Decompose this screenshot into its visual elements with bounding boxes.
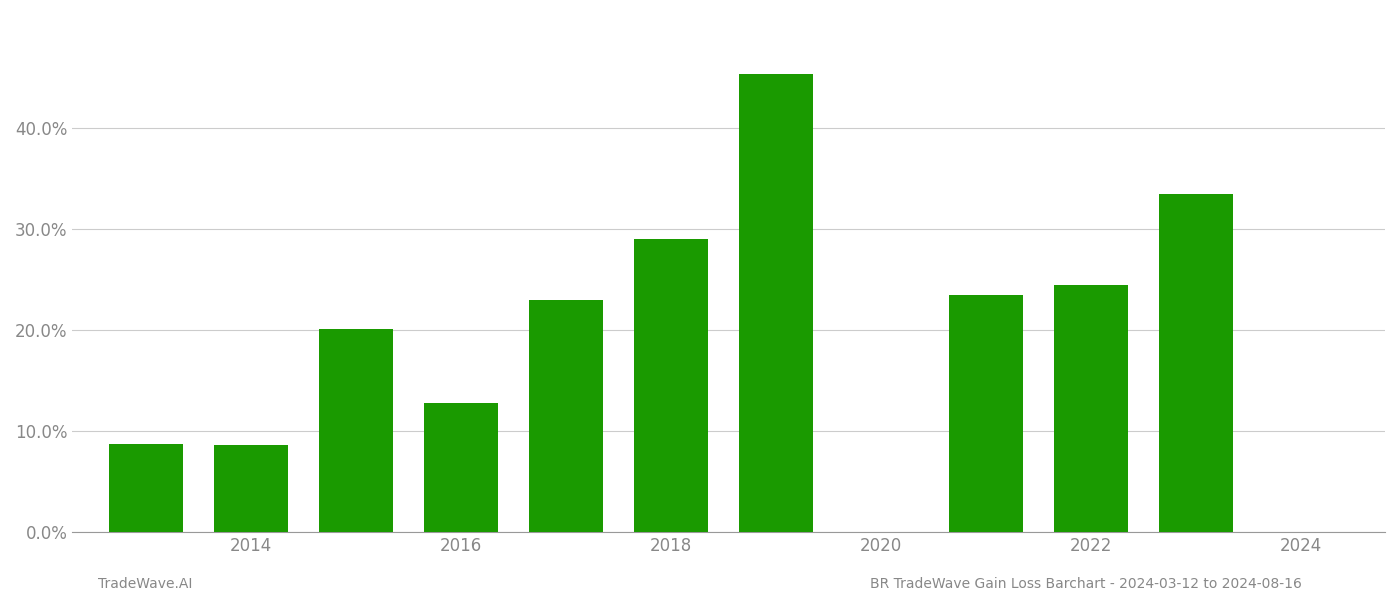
Bar [529,300,602,532]
Bar [949,295,1023,532]
Bar [1054,284,1128,532]
Text: TradeWave.AI: TradeWave.AI [98,577,192,591]
Bar [739,74,812,532]
Bar [634,239,707,532]
Text: BR TradeWave Gain Loss Barchart - 2024-03-12 to 2024-08-16: BR TradeWave Gain Loss Barchart - 2024-0… [871,577,1302,591]
Bar [424,403,497,532]
Bar [319,329,392,532]
Bar [214,445,287,532]
Bar [109,444,182,532]
Bar [1159,194,1233,532]
